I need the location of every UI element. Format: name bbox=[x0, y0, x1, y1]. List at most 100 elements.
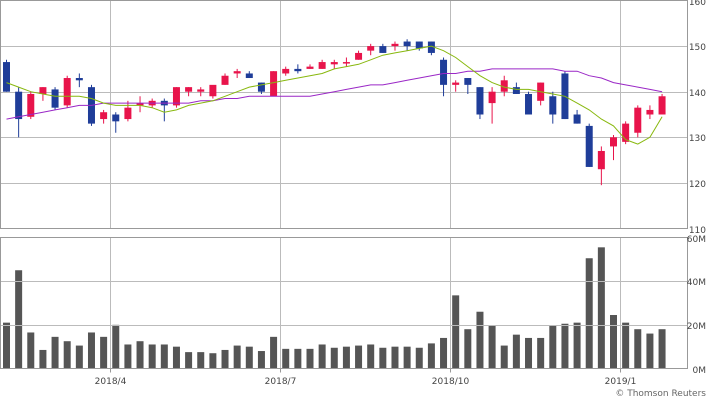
volume-y-tick-label: 40M bbox=[687, 278, 706, 288]
candle-body bbox=[318, 62, 326, 69]
candle-down bbox=[464, 78, 472, 94]
candle-up bbox=[330, 59, 338, 69]
candle-body bbox=[270, 71, 278, 97]
candle-down bbox=[3, 59, 10, 92]
price-panel: 110 120 130 140 150 160 bbox=[0, 0, 706, 369]
candle-body bbox=[367, 46, 375, 51]
candle-body bbox=[100, 112, 108, 120]
volume-bar bbox=[658, 329, 666, 369]
volume-bar bbox=[282, 348, 290, 369]
candle-body bbox=[172, 87, 180, 106]
volume-panel-frame bbox=[0, 237, 688, 369]
volume-bar bbox=[306, 348, 314, 369]
candle-body bbox=[15, 91, 23, 120]
candle-up bbox=[172, 87, 180, 108]
candle-up bbox=[355, 50, 363, 60]
price-grid bbox=[0, 0, 688, 229]
volume-bar bbox=[318, 344, 326, 369]
volume-bar bbox=[330, 347, 338, 369]
candle-body bbox=[658, 96, 666, 115]
candle-body bbox=[124, 107, 132, 120]
credit-text: © Thomson Reuters bbox=[615, 389, 706, 399]
candle-up bbox=[282, 66, 290, 76]
candle-up bbox=[233, 68, 241, 79]
volume-bar bbox=[355, 345, 363, 369]
volume-bar bbox=[124, 344, 132, 369]
moving-average-short-line bbox=[6, 45, 663, 145]
volume-bar bbox=[367, 344, 375, 369]
volume-bar bbox=[148, 344, 156, 369]
candle-down bbox=[160, 98, 168, 122]
candle-down bbox=[561, 71, 569, 120]
volume-bar bbox=[51, 336, 59, 369]
volume-bar bbox=[3, 322, 10, 369]
candle-down bbox=[379, 43, 387, 53]
volume-bar bbox=[464, 329, 472, 369]
candle-up bbox=[622, 121, 630, 145]
candle-down bbox=[573, 109, 581, 124]
candle-up bbox=[306, 64, 314, 69]
candle-up bbox=[136, 96, 144, 113]
volume-bar bbox=[39, 349, 47, 369]
candle-up bbox=[391, 41, 399, 51]
volume-bar bbox=[172, 346, 180, 369]
volume-bar bbox=[136, 341, 144, 369]
candle-body bbox=[209, 84, 217, 97]
candle-up bbox=[270, 71, 278, 97]
candle-down bbox=[415, 41, 423, 51]
candle-body bbox=[185, 87, 193, 92]
candle-body bbox=[27, 93, 35, 117]
volume-bar bbox=[440, 337, 448, 369]
candle-up bbox=[100, 109, 108, 124]
candle-up bbox=[342, 57, 350, 67]
candle-body bbox=[512, 87, 520, 94]
candle-body bbox=[585, 125, 593, 167]
volume-bar bbox=[512, 334, 520, 369]
candle-down bbox=[75, 73, 83, 88]
volume-bar bbox=[488, 325, 496, 369]
volume-bar bbox=[294, 348, 302, 369]
volume-bar bbox=[549, 325, 557, 369]
candle-body bbox=[136, 103, 144, 106]
candle-body bbox=[488, 91, 496, 104]
moving-average-long-line bbox=[6, 68, 663, 120]
volume-bar bbox=[500, 345, 508, 369]
candle-up bbox=[318, 59, 326, 69]
candle-down bbox=[512, 82, 520, 94]
candle-down bbox=[476, 87, 484, 120]
volume-bar bbox=[257, 351, 265, 369]
volume-bars bbox=[3, 247, 666, 369]
price-y-tick-label: 110 bbox=[689, 226, 706, 236]
candle-body bbox=[342, 62, 350, 64]
candle-down bbox=[585, 123, 593, 167]
candle-up bbox=[500, 75, 508, 97]
candle-down bbox=[294, 64, 302, 74]
volume-bar bbox=[427, 343, 435, 369]
candle-body bbox=[257, 82, 265, 92]
candle-body bbox=[597, 150, 605, 170]
price-panel-frame bbox=[0, 0, 688, 229]
volume-y-tick-label: 20M bbox=[687, 322, 706, 332]
volume-bar bbox=[561, 323, 569, 369]
candle-down bbox=[245, 71, 253, 79]
candle-body bbox=[282, 68, 290, 74]
candle-body bbox=[415, 41, 423, 49]
candle-down bbox=[15, 87, 23, 138]
candle-body bbox=[440, 59, 448, 85]
candle-body bbox=[112, 114, 120, 122]
candle-body bbox=[3, 62, 10, 92]
candle-body bbox=[197, 89, 205, 92]
candle-up bbox=[124, 100, 132, 122]
price-y-tick-label: 140 bbox=[689, 89, 706, 99]
volume-bar bbox=[476, 311, 484, 369]
volume-bar bbox=[403, 346, 411, 369]
candle-down bbox=[403, 39, 411, 51]
candle-body bbox=[245, 73, 253, 79]
candle-body bbox=[427, 41, 435, 53]
candle-body bbox=[75, 78, 83, 81]
candle-body bbox=[549, 96, 557, 115]
candle-body bbox=[221, 75, 229, 85]
candle-body bbox=[500, 80, 508, 92]
candle-body bbox=[622, 123, 630, 142]
